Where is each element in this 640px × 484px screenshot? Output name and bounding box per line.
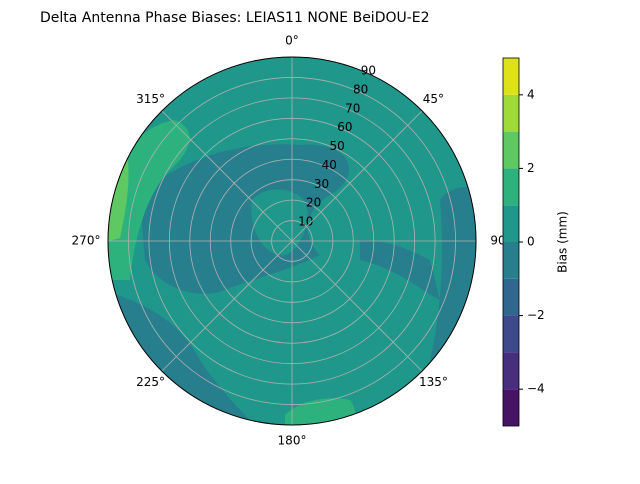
theta-tick-label: 90 — [490, 234, 505, 248]
r-tick-label: 90 — [361, 64, 376, 78]
colorbar-band — [503, 131, 519, 169]
colorbar-band — [503, 315, 519, 353]
theta-tick-label: 315° — [136, 92, 165, 106]
grid-spoke — [291, 110, 423, 242]
grid-spoke — [161, 240, 293, 372]
theta-tick-label: 135° — [419, 375, 448, 389]
r-tick-label: 80 — [353, 82, 368, 96]
grid-spoke — [161, 110, 293, 242]
r-tick-label: 10 — [298, 215, 313, 229]
contour-band — [108, 160, 129, 242]
colorbar-band — [503, 389, 519, 426]
colorbar: −4 −2 0 2 4 Bias (mm) — [502, 57, 570, 427]
contour-band — [140, 144, 350, 294]
r-tick-label: 30 — [314, 177, 329, 191]
colorbar-tick-label: −2 — [527, 308, 545, 322]
colorbar-band — [503, 242, 519, 279]
contour-band — [251, 189, 308, 256]
grid-spoke — [291, 240, 423, 372]
colorbar-band — [503, 278, 519, 316]
colorbar-label: Bias (mm) — [556, 211, 570, 273]
theta-tick-label: 0° — [285, 34, 299, 48]
r-tick-label: 50 — [329, 139, 344, 153]
colorbar-band — [503, 58, 519, 95]
r-tick-label: 70 — [345, 101, 360, 115]
polar-frame — [107, 56, 477, 426]
colorbar-band — [503, 205, 519, 242]
r-tick-label: 20 — [306, 196, 321, 210]
colorbar-tick-label: 0 — [527, 235, 535, 249]
colorbar-band — [503, 352, 519, 390]
chart-title: Delta Antenna Phase Biases: LEIAS11 NONE… — [40, 10, 430, 26]
theta-tick-label: 225° — [136, 375, 165, 389]
theta-tick-label: 45° — [423, 92, 444, 106]
theta-tick-label: 180° — [278, 434, 307, 448]
theta-tick-label: 270° — [72, 234, 101, 248]
colorbar-tick-label: 2 — [527, 161, 535, 175]
colorbar-band — [503, 168, 519, 206]
colorbar-tick-label: 4 — [527, 87, 535, 101]
contour-band — [360, 240, 440, 300]
r-tick-label: 60 — [337, 120, 352, 134]
colorbar-band — [503, 94, 519, 132]
r-tick-label: 40 — [322, 158, 337, 172]
colorbar-tick-label: −4 — [527, 382, 545, 396]
